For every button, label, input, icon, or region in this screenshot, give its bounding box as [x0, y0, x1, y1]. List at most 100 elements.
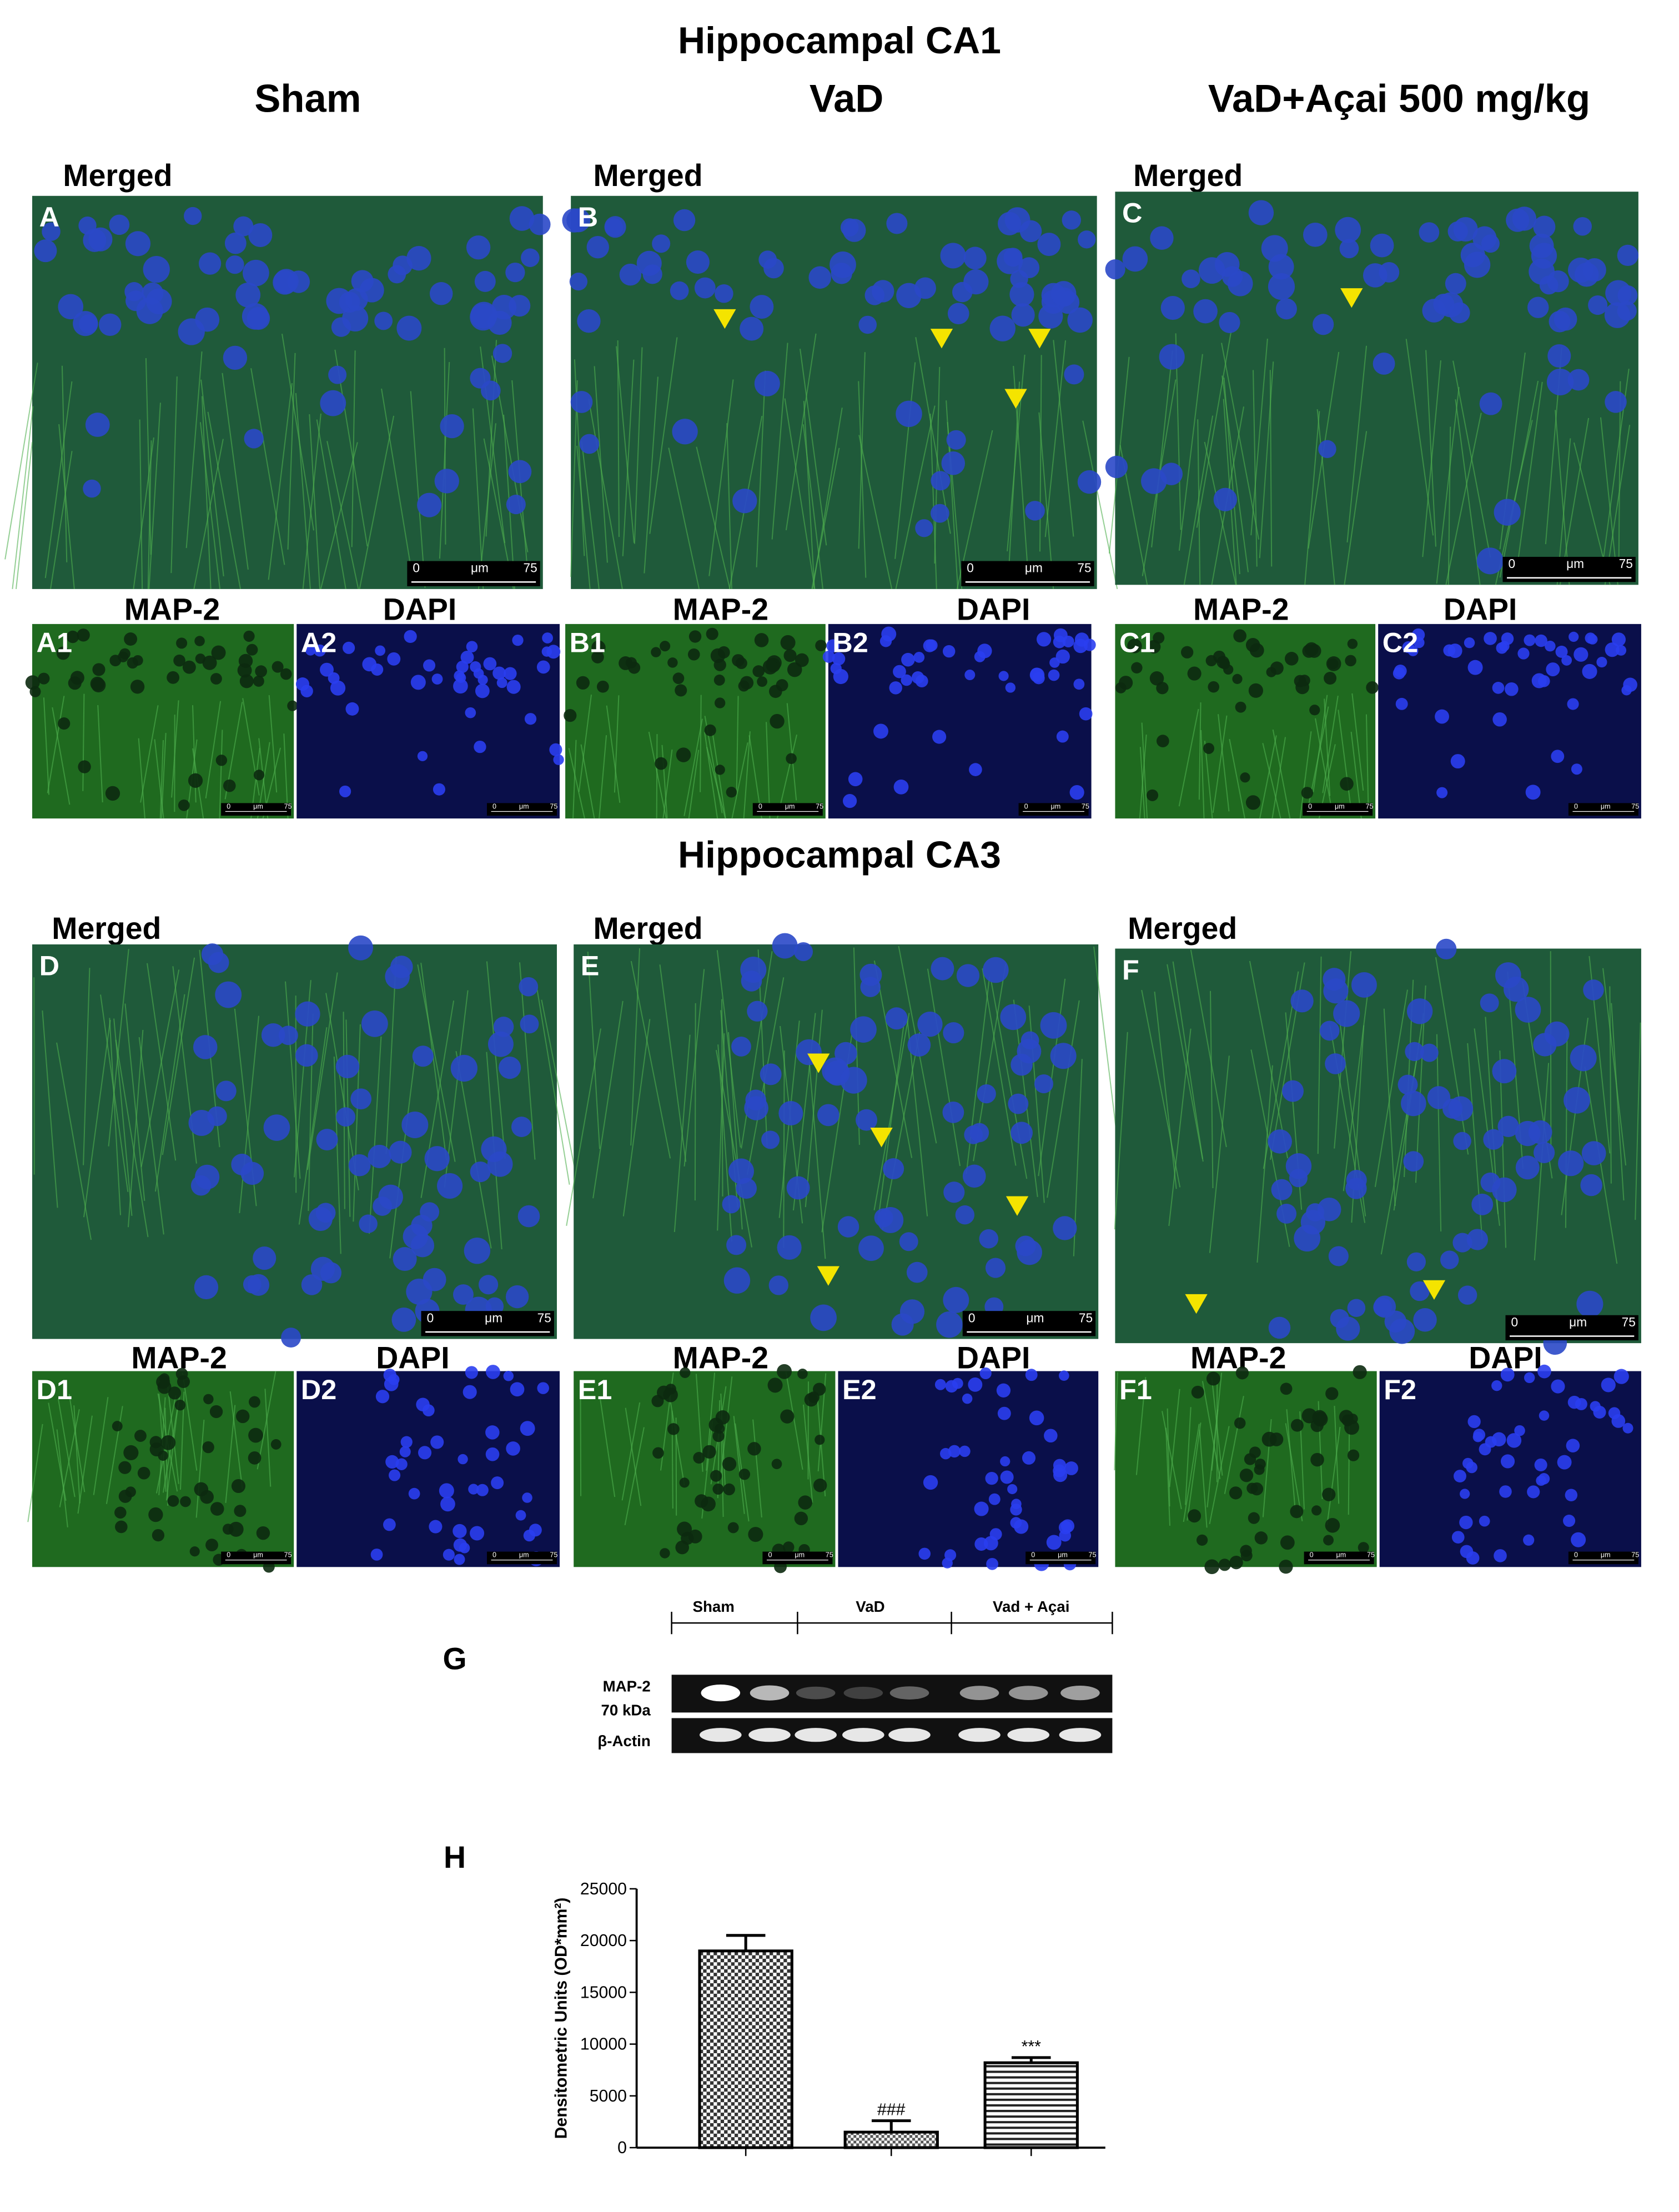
- nucleus: [727, 1522, 739, 1534]
- fiber: [1317, 956, 1322, 1154]
- nucleus: [125, 231, 151, 257]
- nucleus: [1537, 1364, 1551, 1379]
- nucleus: [1582, 663, 1597, 679]
- fiber: [1190, 949, 1227, 1148]
- nucleus: [203, 1394, 214, 1405]
- nucleus: [1248, 683, 1263, 698]
- panel-letter: B: [578, 201, 598, 233]
- fiber: [929, 413, 937, 589]
- fiber: [48, 1402, 67, 1501]
- nucleus: [1268, 1316, 1291, 1339]
- fiber: [302, 413, 321, 589]
- nucleus: [930, 504, 949, 523]
- nucleus: [1561, 655, 1572, 666]
- nucleus: [58, 717, 71, 730]
- nucleus: [1310, 1419, 1324, 1432]
- nucleus: [896, 400, 922, 428]
- nucleus: [956, 964, 980, 987]
- nucleus: [1464, 637, 1475, 648]
- nucleus: [1501, 632, 1514, 645]
- nucleus: [777, 1364, 792, 1379]
- nucleus: [483, 657, 497, 671]
- nucleus: [754, 370, 780, 396]
- nucleus: [943, 1022, 964, 1044]
- nucleus: [1497, 1115, 1519, 1137]
- fiber: [439, 361, 450, 559]
- nucleus: [1050, 1043, 1077, 1069]
- nucleus: [1003, 248, 1023, 267]
- nucleus: [1621, 685, 1632, 696]
- fiber: [624, 1427, 645, 1526]
- bar-annotation: ***: [1022, 2038, 1042, 2056]
- nucleus: [1245, 795, 1261, 810]
- nucleus: [330, 680, 346, 696]
- nucleus: [1188, 1509, 1202, 1523]
- fiber: [536, 987, 570, 1185]
- nucleus: [1473, 1429, 1486, 1441]
- nucleus: [1280, 1535, 1295, 1550]
- nucleus: [466, 235, 491, 260]
- fiber: [708, 379, 734, 576]
- nucleus: [1558, 1150, 1584, 1177]
- nucleus: [173, 654, 185, 667]
- nucleus: [672, 672, 685, 685]
- fiber: [229, 1391, 243, 1490]
- nucleus: [843, 794, 857, 808]
- fiber: [219, 730, 223, 819]
- fiber: [1198, 702, 1202, 800]
- nucleus: [1323, 1535, 1334, 1546]
- nucleus: [433, 783, 445, 796]
- fiber: [113, 1018, 133, 1216]
- merged-label: Merged: [52, 911, 161, 946]
- fiber: [200, 379, 224, 576]
- blot-band: [843, 1687, 883, 1700]
- nucleus: [1046, 1535, 1062, 1550]
- blot-band: [1007, 1728, 1049, 1742]
- nucleus: [1420, 1043, 1439, 1062]
- nucleus: [130, 680, 145, 694]
- nucleus: [1010, 1517, 1022, 1529]
- blot-band: [1059, 1728, 1102, 1742]
- nucleus: [1011, 1122, 1033, 1144]
- fiber: [58, 424, 75, 589]
- nucleus: [348, 1154, 371, 1177]
- nucleus: [815, 640, 827, 651]
- fiber: [1405, 339, 1434, 536]
- fiber: [812, 408, 843, 590]
- nucleus: [1402, 641, 1415, 653]
- fiber: [1165, 1427, 1171, 1526]
- nucleus: [1191, 1385, 1204, 1399]
- nucleus: [694, 277, 716, 299]
- nucleus: [899, 1299, 925, 1324]
- nucleus: [1419, 222, 1440, 243]
- panel-letter: E2: [842, 1374, 877, 1405]
- nucleus: [287, 700, 298, 711]
- nucleus: [410, 675, 426, 690]
- scale-bar-label: 0: [492, 803, 496, 811]
- merged-label: Merged: [63, 158, 172, 193]
- fiber: [1151, 350, 1173, 547]
- nucleus: [263, 1114, 290, 1141]
- nucleus: [941, 451, 966, 475]
- nucleus: [1336, 1316, 1360, 1341]
- nucleus: [1000, 1470, 1014, 1484]
- nucleus: [1328, 1246, 1349, 1266]
- micrograph: 0 μm 75: [25, 624, 298, 819]
- fiber: [201, 396, 212, 589]
- nucleus: [492, 666, 506, 680]
- fiber: [148, 403, 161, 589]
- scale-bar-label: 0: [413, 561, 420, 575]
- nucleus: [655, 757, 667, 770]
- nucleus: [1053, 1459, 1067, 1472]
- nucleus: [1187, 666, 1202, 681]
- nucleus: [1058, 1521, 1073, 1535]
- nucleus: [1445, 273, 1466, 294]
- micrograph-bg: [32, 944, 557, 1339]
- nucleus: [508, 460, 532, 484]
- nucleus: [1539, 1410, 1550, 1421]
- scale-bar-bg: [221, 1551, 291, 1565]
- nucleus: [1512, 207, 1537, 231]
- error-bar: [726, 1934, 766, 1951]
- nucleus: [1613, 1369, 1629, 1384]
- fiber: [588, 398, 623, 590]
